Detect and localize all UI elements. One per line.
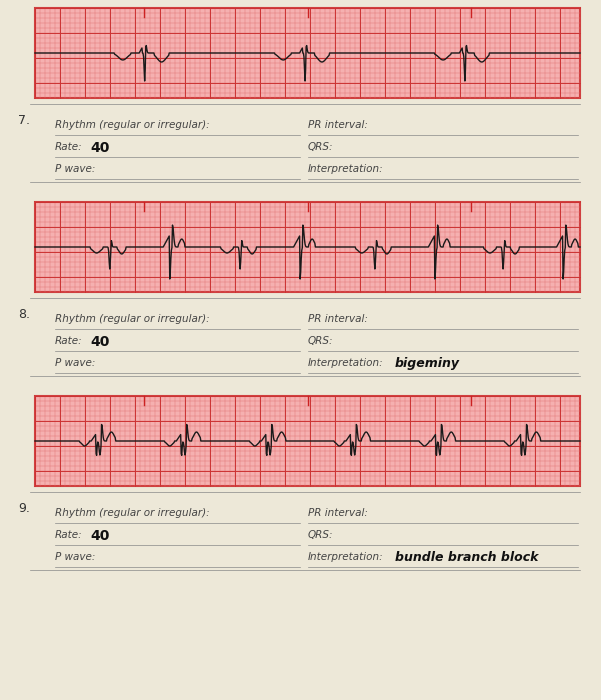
Text: Rate:: Rate: [55, 336, 82, 346]
Text: PR interval:: PR interval: [308, 314, 368, 324]
Text: QRS:: QRS: [308, 530, 334, 540]
Text: P wave:: P wave: [55, 164, 96, 174]
Text: bigeminy: bigeminy [395, 357, 460, 370]
Bar [35, 202, 580, 292]
Text: P wave:: P wave: [55, 358, 96, 368]
Text: 8.: 8. [18, 308, 30, 321]
Text: PR interval:: PR interval: [308, 508, 368, 518]
Text: 9.: 9. [18, 502, 30, 515]
Text: Interpretation:: Interpretation: [308, 552, 383, 562]
Text: Rhythm (regular or irregular):: Rhythm (regular or irregular): [55, 508, 210, 518]
Text: 7.: 7. [18, 114, 30, 127]
Text: P wave:: P wave: [55, 552, 96, 562]
Text: Interpretation:: Interpretation: [308, 164, 383, 174]
Text: 40: 40 [90, 141, 109, 155]
Text: 40: 40 [90, 529, 109, 543]
Text: 40: 40 [90, 335, 109, 349]
Text: Rhythm (regular or irregular):: Rhythm (regular or irregular): [55, 314, 210, 324]
Text: QRS:: QRS: [308, 142, 334, 152]
Bar [35, 8, 580, 98]
Text: Rate:: Rate: [55, 530, 82, 540]
Text: Interpretation:: Interpretation: [308, 358, 383, 368]
Text: QRS:: QRS: [308, 336, 334, 346]
Bar [35, 396, 580, 486]
Text: PR interval:: PR interval: [308, 120, 368, 130]
Text: Rate:: Rate: [55, 142, 82, 152]
Text: bundle branch block: bundle branch block [395, 551, 538, 564]
Text: Rhythm (regular or irregular):: Rhythm (regular or irregular): [55, 120, 210, 130]
